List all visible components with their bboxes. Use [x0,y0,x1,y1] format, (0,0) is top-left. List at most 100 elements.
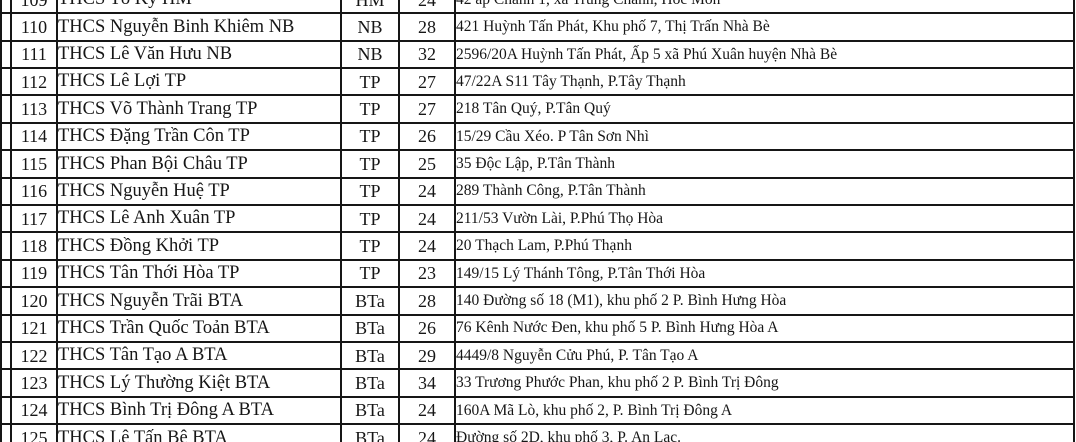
district-code-cell: TP [340,121,400,152]
row-number-cell: 124 [10,395,58,426]
cropped-left-cell [0,39,12,69]
school-name-cell: THCS Phan Bội Châu TP [56,149,342,179]
class-count-cell: 28 [398,286,456,316]
row-number-cell: 112 [10,66,58,97]
district-code-cell: TP [340,94,400,124]
school-name-cell: THCS Lê Lợi TP [56,66,342,97]
cropped-left-cell [0,66,12,97]
row-number-cell: 122 [10,340,58,371]
cropped-left-cell [0,176,12,206]
district-code-cell: BTa [340,395,400,426]
cropped-left-cell [0,149,12,179]
class-count-cell: 24 [398,423,456,442]
row-number-cell: 117 [10,203,58,234]
cropped-left-cell [0,286,12,316]
address-cell: 47/22A S11 Tây Thạnh, P.Tây Thạnh [454,66,1075,97]
school-name-cell: THCS Lý Thường Kiệt BTA [56,368,342,398]
class-count-cell: 24 [398,395,456,426]
address-cell: 140 Đường số 18 (M1), khu phố 2 P. Bình … [454,286,1075,316]
table-row: 118 THCS Đồng Khởi TP TP 24 20 Thạch Lam… [0,231,1075,261]
table-row: 116 THCS Nguyễn Huệ TP TP 24 289 Thành C… [0,176,1075,206]
row-number-cell: 125 [10,423,58,442]
district-code-cell: BTa [340,313,400,343]
district-code-cell: BTa [340,286,400,316]
address-cell: 289 Thành Công, P.Tân Thành [454,176,1075,206]
school-name-cell: THCS Tân Thới Hòa TP [56,258,342,289]
table-row: 112 THCS Lê Lợi TP TP 27 47/22A S11 Tây … [0,66,1075,97]
row-number-cell: 118 [10,231,58,261]
school-name-cell: THCS Lê Tấn Bê BTA [56,423,342,442]
school-name-cell: THCS Nguyễn Binh Khiêm NB [56,12,342,42]
cropped-left-cell [0,423,12,442]
cropped-left-cell [0,231,12,261]
class-count-cell: 28 [398,12,456,42]
table-row: 120 THCS Nguyễn Trãi BTA BTa 28 140 Đườn… [0,286,1075,316]
class-count-cell: 23 [398,258,456,289]
school-name-cell: THCS Lê Văn Hưu NB [56,39,342,69]
table-row: 125 THCS Lê Tấn Bê BTA BTa 24 Đường số 2… [0,423,1075,442]
table-row: 122 THCS Tân Tạo A BTA BTa 29 4449/8 Ngu… [0,340,1075,371]
school-name-cell: THCS Đồng Khởi TP [56,231,342,261]
district-code-cell: NB [340,12,400,42]
address-cell: 20 Thạch Lam, P.Phú Thạnh [454,231,1075,261]
row-number-cell: 121 [10,313,58,343]
address-cell: 149/15 Lý Thánh Tông, P.Tân Thới Hòa [454,258,1075,289]
address-cell: 15/29 Cầu Xéo. P Tân Sơn Nhì [454,121,1075,152]
cropped-left-cell [0,313,12,343]
address-cell: 33 Trương Phước Phan, khu phố 2 P. Bình … [454,368,1075,398]
district-code-cell: HM [340,0,400,15]
cropped-left-cell [0,0,12,15]
address-cell: 2596/20A Huỳnh Tấn Phát, Ấp 5 xã Phú Xuâ… [454,39,1075,69]
school-name-cell: THCS Nguyễn Trãi BTA [56,286,342,316]
district-code-cell: BTa [340,368,400,398]
row-number-cell: 123 [10,368,58,398]
address-cell: 4449/8 Nguyễn Cửu Phú, P. Tân Tạo A [454,340,1075,371]
row-number-cell: 116 [10,176,58,206]
row-number-cell: 110 [10,12,58,42]
row-number-cell: 109 [10,0,58,15]
school-name-cell: THCS Trần Quốc Toản BTA [56,313,342,343]
district-code-cell: TP [340,258,400,289]
class-count-cell: 24 [398,203,456,234]
cropped-left-cell [0,368,12,398]
row-number-cell: 114 [10,121,58,152]
district-code-cell: TP [340,176,400,206]
table-row: 119 THCS Tân Thới Hòa TP TP 23 149/15 Lý… [0,258,1075,289]
cropped-left-cell [0,121,12,152]
class-count-cell: 29 [398,340,456,371]
district-code-cell: BTa [340,340,400,371]
table-row: 111 THCS Lê Văn Hưu NB NB 32 2596/20A Hu… [0,39,1075,69]
class-count-cell: 24 [398,231,456,261]
district-code-cell: TP [340,231,400,261]
class-count-cell: 34 [398,368,456,398]
cropped-left-cell [0,12,12,42]
district-code-cell: TP [340,149,400,179]
address-cell: 35 Độc Lập, P.Tân Thành [454,149,1075,179]
table-row: 114 THCS Đặng Trần Côn TP TP 26 15/29 Cầ… [0,121,1075,152]
address-cell: 160A Mã Lò, khu phố 2, P. Bình Trị Đông … [454,395,1075,426]
school-name-cell: THCS Bình Trị Đông A BTA [56,395,342,426]
district-code-cell: BTa [340,423,400,442]
class-count-cell: 26 [398,121,456,152]
cropped-left-cell [0,340,12,371]
class-count-cell: 27 [398,66,456,97]
table-row: 121 THCS Trần Quốc Toản BTA BTa 26 76 Kê… [0,313,1075,343]
row-number-cell: 119 [10,258,58,289]
row-number-cell: 113 [10,94,58,124]
district-code-cell: TP [340,66,400,97]
address-cell: 211/53 Vườn Lài, P.Phú Thọ Hòa [454,203,1075,234]
district-code-cell: TP [340,203,400,234]
school-name-cell: THCS Võ Thành Trang TP [56,94,342,124]
table-row: 124 THCS Bình Trị Đông A BTA BTa 24 160A… [0,395,1075,426]
cropped-left-cell [0,94,12,124]
row-number-cell: 115 [10,149,58,179]
row-number-cell: 120 [10,286,58,316]
table-row: 113 THCS Võ Thành Trang TP TP 27 218 Tân… [0,94,1075,124]
address-cell: 218 Tân Quý, P.Tân Quý [454,94,1075,124]
address-cell: 76 Kênh Nước Đen, khu phố 5 P. Bình Hưng… [454,313,1075,343]
table-row: 110 THCS Nguyễn Binh Khiêm NB NB 28 421 … [0,12,1075,42]
cropped-left-cell [0,258,12,289]
